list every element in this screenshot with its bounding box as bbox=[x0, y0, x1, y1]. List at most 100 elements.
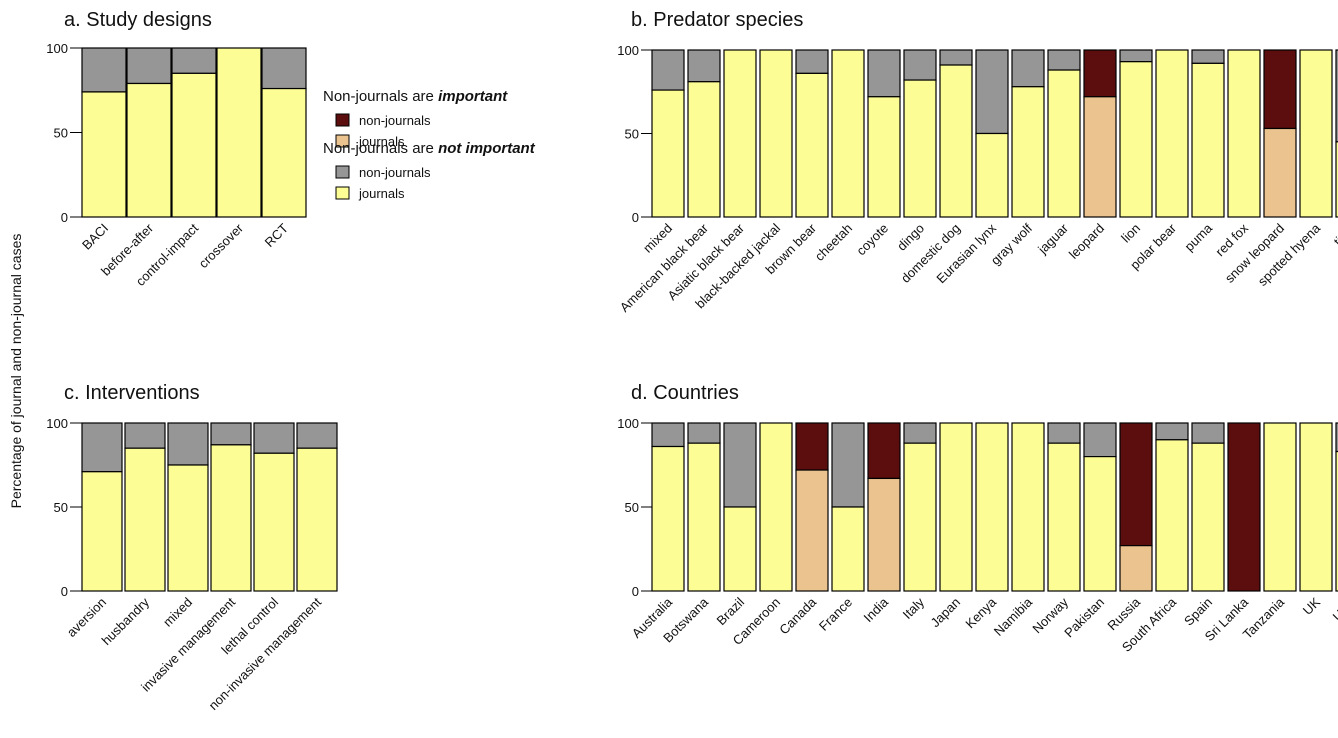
bar-segment-journals bbox=[1011, 86, 1045, 218]
category-label: spotted hyena bbox=[1255, 220, 1324, 289]
panel-title: b. Predator species bbox=[631, 9, 803, 31]
bar-lethal-control bbox=[253, 422, 295, 592]
bar-coyote bbox=[867, 49, 901, 218]
bar-segment-journals bbox=[939, 64, 973, 218]
y-axis-label-group: Percentage of journal and non-journal ca… bbox=[8, 234, 24, 509]
category-label: cheetah bbox=[812, 221, 855, 264]
bar-segment-non-journals bbox=[1047, 422, 1081, 444]
legend-heading-important-emphasis: important bbox=[438, 88, 508, 105]
bar-brazil bbox=[723, 422, 757, 592]
bar-pakistan bbox=[1083, 422, 1117, 592]
bar-segment-journals bbox=[651, 89, 685, 218]
category-label: Namibia bbox=[991, 594, 1036, 639]
bar-gray-wolf bbox=[1011, 49, 1045, 218]
bar-segment-journals bbox=[81, 91, 127, 218]
bar-segment-journals bbox=[216, 47, 262, 218]
y-axis-label: Percentage of journal and non-journal ca… bbox=[8, 234, 24, 509]
bar-brown-bear bbox=[795, 49, 829, 218]
y-tick-label: 50 bbox=[54, 500, 68, 515]
bar-canada bbox=[795, 422, 829, 592]
bar-dingo bbox=[903, 49, 937, 218]
legend-swatch-important-non-journals bbox=[335, 113, 350, 127]
bar-segment-journals bbox=[210, 444, 252, 592]
y-tick-label: 50 bbox=[54, 126, 68, 141]
bar-asiatic-black-bear bbox=[723, 49, 757, 218]
bar-segment-journals bbox=[651, 445, 685, 592]
bar-segment-journals bbox=[867, 96, 901, 218]
category-label: Canada bbox=[776, 594, 819, 637]
bar-segment-journals bbox=[126, 82, 172, 218]
bar-australia bbox=[651, 422, 685, 592]
y-tick-label: 0 bbox=[61, 584, 68, 599]
bar-segment-non-journals bbox=[261, 47, 307, 90]
bar-non-invasive-management bbox=[296, 422, 338, 592]
bar-botswana bbox=[687, 422, 721, 592]
bar-rct bbox=[261, 47, 307, 218]
bar-segment-journals bbox=[1263, 422, 1297, 592]
bar-puma bbox=[1191, 49, 1225, 218]
bar-segment-non-journals bbox=[210, 422, 252, 446]
bar-segment-non-journals bbox=[1263, 49, 1297, 130]
bar-segment-journals bbox=[975, 422, 1009, 592]
bar-invasive-management bbox=[210, 422, 252, 592]
bar-domestic-dog bbox=[939, 49, 973, 218]
bar-spain bbox=[1191, 422, 1225, 592]
bar-leopard bbox=[1083, 49, 1117, 218]
bar-snow-leopard bbox=[1263, 49, 1297, 218]
bar-segment-journals bbox=[903, 442, 937, 592]
y-tick-label: 100 bbox=[617, 416, 639, 431]
bar-segment-journals bbox=[81, 471, 123, 592]
bar-segment-journals bbox=[253, 452, 295, 592]
bar-segment-journals bbox=[687, 442, 721, 592]
bar-segment-non-journals bbox=[124, 422, 166, 449]
bar-aversion bbox=[81, 422, 123, 592]
legend-heading-important-prefix: Non-journals are bbox=[323, 88, 438, 105]
bar-before-after bbox=[126, 47, 172, 218]
bar-segment-non-journals bbox=[1119, 422, 1153, 547]
bar-lion bbox=[1119, 49, 1153, 218]
bar-segment-non-journals bbox=[687, 422, 721, 444]
bar-sri-lanka bbox=[1227, 422, 1261, 592]
category-label: Spain bbox=[1181, 595, 1215, 629]
bar-control-impact bbox=[171, 47, 217, 218]
bar-segment-journals bbox=[759, 422, 793, 592]
legend-item-important-journals: journals bbox=[358, 134, 405, 149]
bar-uk bbox=[1299, 422, 1333, 592]
bar-segment-non-journals bbox=[1083, 49, 1117, 98]
bar-segment-journals bbox=[867, 477, 901, 592]
bar-segment-non-journals bbox=[651, 49, 685, 91]
bar-segment-journals bbox=[1191, 442, 1225, 592]
panel-1: a. Study designs050100BACIbefore-afterco… bbox=[46, 9, 307, 289]
category-label: coyote bbox=[853, 221, 891, 259]
bar-france bbox=[831, 422, 865, 592]
bar-segment-non-journals bbox=[939, 49, 973, 66]
bar-segment-journals bbox=[1191, 62, 1225, 218]
bar-baci bbox=[81, 47, 127, 218]
bar-segment-non-journals bbox=[831, 422, 865, 508]
bar-husbandry bbox=[124, 422, 166, 592]
bar-segment-journals bbox=[1083, 96, 1117, 218]
bar-segment-non-journals bbox=[1155, 422, 1189, 441]
bar-spotted-hyena bbox=[1299, 49, 1333, 218]
category-label: puma bbox=[1182, 220, 1216, 254]
bar-kenya bbox=[975, 422, 1009, 592]
bar-segment-journals bbox=[1119, 61, 1153, 218]
panel-title: c. Interventions bbox=[64, 382, 200, 404]
bar-segment-journals bbox=[171, 72, 217, 218]
category-label: tiger bbox=[1331, 220, 1338, 249]
bar-italy bbox=[903, 422, 937, 592]
y-tick-label: 50 bbox=[625, 127, 639, 142]
panels: a. Study designs050100BACIbefore-afterco… bbox=[46, 9, 1338, 713]
legend-item-important-non-journals: non-journals bbox=[359, 113, 431, 128]
y-tick-label: 50 bbox=[625, 500, 639, 515]
bar-segment-non-journals bbox=[81, 422, 123, 473]
bar-segment-non-journals bbox=[1191, 49, 1225, 64]
bar-jaguar bbox=[1047, 49, 1081, 218]
bar-segment-non-journals bbox=[867, 49, 901, 98]
bar-segment-journals bbox=[1227, 49, 1261, 218]
bar-segment-non-journals bbox=[1191, 422, 1225, 444]
bar-segment-non-journals bbox=[1335, 49, 1338, 143]
bar-segment-journals bbox=[759, 49, 793, 218]
